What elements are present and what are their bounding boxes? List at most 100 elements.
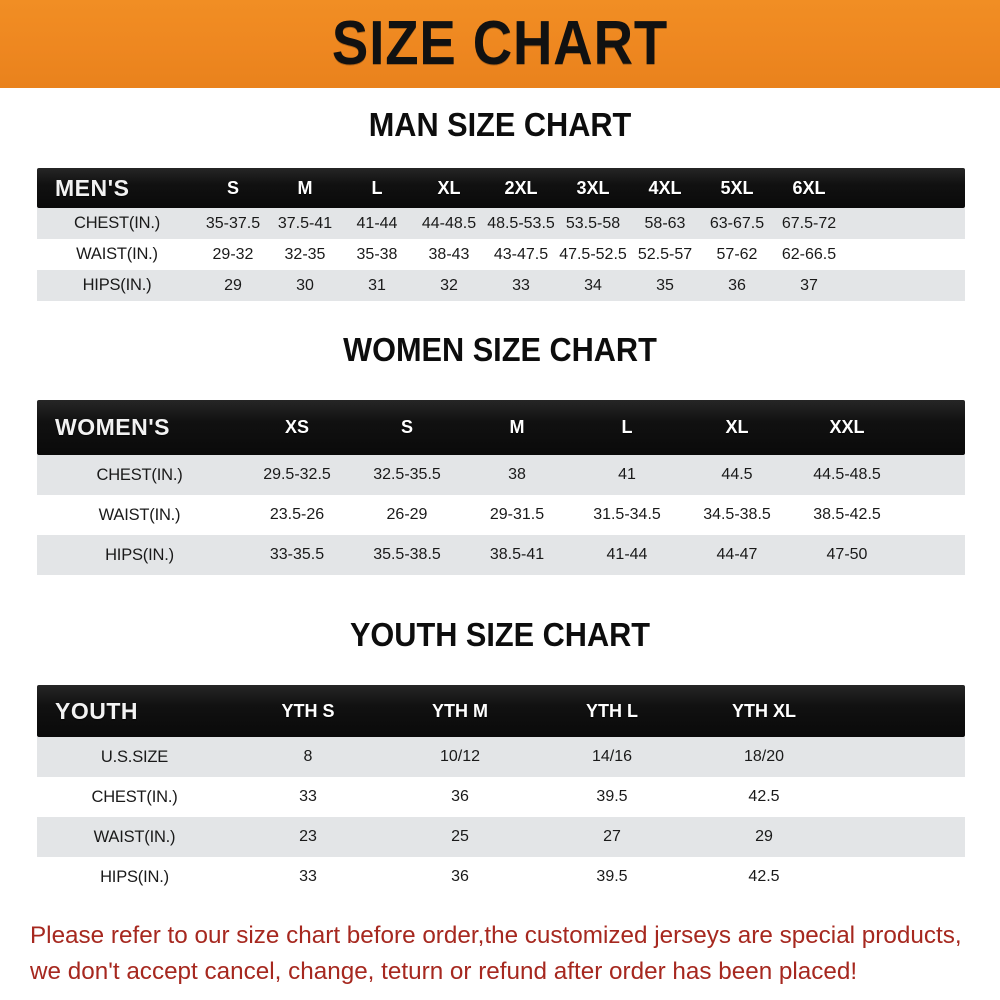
men-row-label-chest: CHEST(IN.) [74,214,160,232]
page-banner: SIZE CHART [0,0,1000,88]
youth-waist-3: 29 [755,828,773,845]
youth-hips-1: 36 [451,868,469,885]
youth-waist-2: 27 [603,828,621,845]
youth-table-header-row: YOUTH YTH S YTH M YTH L YTH XL [37,685,965,737]
youth-header-label: YOUTH [55,697,138,724]
youth-row-label-hips: HIPS(IN.) [100,867,169,886]
women-chest-5: 44.5-48.5 [813,466,881,483]
youth-row-label-waist: WAIST(IN.) [93,827,176,846]
women-waist-3: 31.5-34.5 [593,506,661,523]
youth-size-table: YOUTH YTH S YTH M YTH L YTH XL U.S.SIZE … [37,685,965,897]
section-title-youth: YOUTH SIZE CHART [349,616,651,653]
women-size-col-0: XS [284,417,309,437]
table-row: WAIST(IN.) 23 25 27 29 [37,817,965,857]
men-waist-4: 43-47.5 [493,245,549,263]
table-row: CHEST(IN.) 29.5-32.5 32.5-35.5 38 41 44.… [37,455,965,495]
women-chest-4: 44.5 [721,466,753,483]
women-size-col-3: L [621,417,633,437]
youth-size-col-3: YTH XL [731,700,796,721]
women-row-label-waist: WAIST(IN.) [98,505,181,524]
youth-ussize-1: 10/12 [439,748,481,765]
men-hips-8: 37 [800,276,818,294]
men-size-table: MEN'S S M L XL 2XL 3XL 4XL 5XL 6XL CHEST… [37,168,965,301]
women-header-label: WOMEN'S [55,414,171,440]
men-chest-8: 67.5-72 [781,214,837,232]
men-size-col-5: 3XL [576,177,610,198]
men-size-col-4: 2XL [504,177,538,198]
youth-row-label-us-size: U.S.SIZE [100,747,169,766]
disclaimer-line-1: Please refer to our size chart before or… [30,922,962,949]
youth-row-label-chest: CHEST(IN.) [91,787,178,806]
women-size-col-5: XXL [829,417,865,437]
men-waist-1: 32-35 [284,245,326,263]
women-size-col-4: XL [725,417,749,437]
disclaimer-note: Please refer to our size chart before or… [30,918,975,990]
men-size-col-1: M [297,177,313,198]
women-waist-4: 34.5-38.5 [703,506,771,523]
table-row: CHEST(IN.) 35-37.5 37.5-41 41-44 44-48.5… [37,208,965,239]
men-hips-4: 33 [512,276,530,294]
women-hips-5: 47-50 [826,546,868,563]
men-chest-3: 44-48.5 [421,214,477,232]
youth-waist-1: 25 [451,828,469,845]
youth-chest-2: 39.5 [596,788,628,805]
men-waist-3: 38-43 [428,245,470,263]
youth-chest-0: 33 [299,788,317,805]
table-row: WAIST(IN.) 29-32 32-35 35-38 38-43 43-47… [37,239,965,270]
page-title: SIZE CHART [331,9,669,78]
women-hips-0: 33-35.5 [269,546,325,563]
youth-hips-3: 42.5 [748,868,780,885]
men-hips-2: 31 [368,276,386,294]
men-size-col-8: 6XL [792,177,826,198]
men-chest-2: 41-44 [356,214,398,232]
men-chest-7: 63-67.5 [709,214,765,232]
table-row: U.S.SIZE 8 10/12 14/16 18/20 [37,737,965,777]
women-waist-0: 23.5-26 [269,506,325,523]
men-table-header-row: MEN'S S M L XL 2XL 3XL 4XL 5XL 6XL [37,168,965,208]
women-hips-1: 35.5-38.5 [373,546,441,563]
women-chest-3: 41 [618,466,636,483]
youth-ussize-3: 18/20 [743,748,785,765]
youth-size-col-1: YTH M [432,700,488,721]
men-size-col-2: L [371,177,383,198]
youth-size-col-2: YTH L [586,700,638,721]
women-waist-1: 26-29 [386,506,428,523]
women-table-header-row: WOMEN'S XS S M L XL XXL [37,400,965,455]
youth-size-col-0: YTH S [281,700,335,721]
youth-chest-1: 36 [451,788,469,805]
men-chest-0: 35-37.5 [205,214,261,232]
men-hips-1: 30 [296,276,314,294]
youth-hips-0: 33 [299,868,317,885]
men-waist-2: 35-38 [356,245,398,263]
men-chest-4: 48.5-53.5 [487,214,555,232]
disclaimer-line-2: we don't accept cancel, change, teturn o… [30,958,858,985]
table-row: WAIST(IN.) 23.5-26 26-29 29-31.5 31.5-34… [37,495,965,535]
women-waist-2: 29-31.5 [489,506,545,523]
women-waist-5: 38.5-42.5 [813,506,881,523]
men-waist-0: 29-32 [212,245,254,263]
men-chest-1: 37.5-41 [277,214,333,232]
men-chest-6: 58-63 [644,214,686,232]
table-row: HIPS(IN.) 33-35.5 35.5-38.5 38.5-41 41-4… [37,535,965,575]
women-hips-3: 41-44 [606,546,648,563]
men-size-col-0: S [226,177,239,198]
women-row-label-hips: HIPS(IN.) [105,545,174,564]
men-chest-5: 53.5-58 [565,214,621,232]
men-waist-8: 62-66.5 [781,245,837,263]
table-row: HIPS(IN.) 29 30 31 32 33 34 35 36 37 [37,270,965,301]
men-size-col-6: 4XL [648,177,682,198]
women-hips-4: 44-47 [716,546,758,563]
youth-chest-3: 42.5 [748,788,780,805]
men-hips-5: 34 [584,276,602,294]
men-row-label-waist: WAIST(IN.) [76,245,158,263]
men-size-col-7: 5XL [720,177,754,198]
youth-ussize-0: 8 [303,748,313,765]
women-row-label-chest: CHEST(IN.) [96,465,183,484]
women-chest-2: 38 [508,466,526,483]
men-hips-0: 29 [224,276,242,294]
youth-waist-0: 23 [299,828,317,845]
women-chest-0: 29.5-32.5 [263,466,331,483]
section-title-women: WOMEN SIZE CHART [343,331,657,368]
table-row: CHEST(IN.) 33 36 39.5 42.5 [37,777,965,817]
